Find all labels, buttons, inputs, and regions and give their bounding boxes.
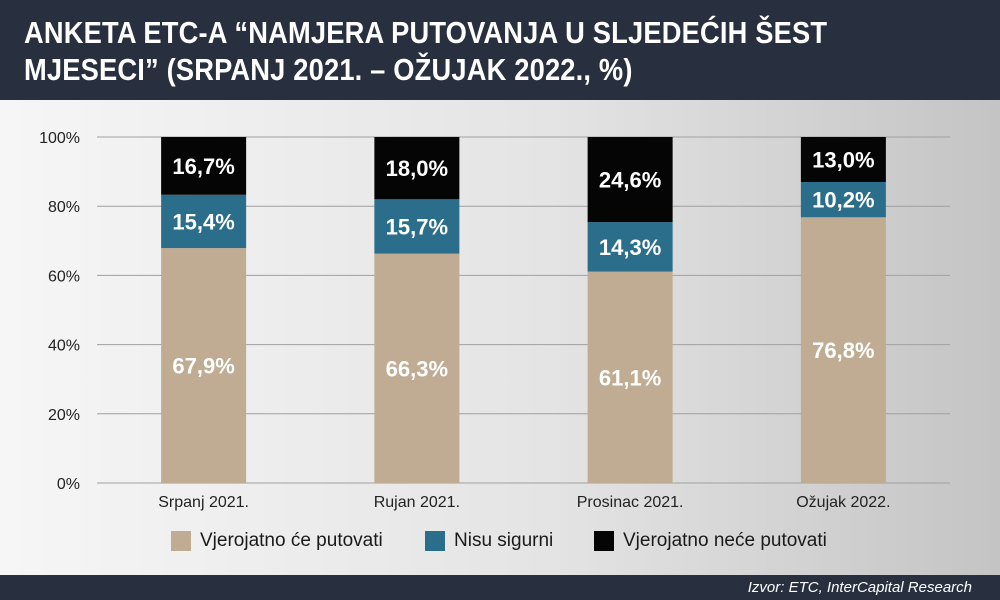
bar-segment — [587, 271, 673, 483]
x-tick-label: Srpanj 2021. — [158, 494, 249, 511]
legend-item: Vjerojatno će putovati — [171, 530, 383, 552]
header-bar: ANKETA ETC-A “NAMJERA PUTOVANJA U SLJEDE… — [0, 0, 1000, 100]
legend-label: Vjerojatno neće putovati — [623, 530, 827, 551]
data-label: 13,0% — [812, 147, 874, 172]
chart-panel: 0% 20% 40% 60% 80% 100% 67,9% 15,4% 16,7% Srpanj … — [0, 100, 1000, 575]
bar-segment — [800, 181, 886, 218]
x-tick-label: Prosinac 2021. — [577, 494, 684, 511]
legend-item: Nisu sigurni — [425, 530, 553, 552]
data-label: 24,6% — [599, 168, 661, 193]
bar-segment — [374, 199, 460, 254]
legend: Vjerojatno će putovati Nisu sigurni Vjeroj… — [0, 530, 1000, 560]
bar-segment — [374, 253, 460, 483]
source-note: Izvor: ETC, InterCapital Research — [747, 579, 972, 596]
bar-segment — [800, 137, 886, 182]
data-label: 18,0% — [386, 156, 448, 181]
bar-segment — [587, 137, 673, 223]
data-label: 14,3% — [599, 235, 661, 260]
chart-title: ANKETA ETC-A “NAMJERA PUTOVANJA U SLJEDE… — [24, 15, 828, 87]
legend-swatch — [594, 531, 614, 551]
stacked-bar-chart: 0% 20% 40% 60% 80% 100% 67,9% 15,4% 16,7% Srpanj … — [39, 130, 950, 511]
y-tick-label: 80% — [48, 199, 80, 216]
data-label: 67,9% — [172, 354, 234, 379]
bar-segment — [800, 217, 886, 483]
data-label: 76,8% — [812, 338, 874, 363]
y-tick-label: 60% — [48, 268, 80, 285]
legend-item: Vjerojatno neće putovati — [594, 530, 827, 552]
legend-swatch — [425, 531, 445, 551]
data-label: 15,7% — [386, 214, 448, 239]
bar-segment — [161, 137, 247, 195]
bar-segment — [161, 248, 247, 483]
bar-segment — [374, 137, 460, 200]
legend-label: Nisu sigurni — [454, 530, 554, 551]
y-tick-label: 100% — [39, 130, 80, 147]
y-tick-label: 0% — [57, 476, 80, 493]
legend-label: Vjerojatno će putovati — [200, 530, 383, 551]
y-tick-label: 40% — [48, 338, 80, 355]
data-label: 61,1% — [599, 365, 661, 390]
data-label: 15,4% — [172, 209, 234, 234]
y-tick-label: 20% — [48, 407, 80, 424]
legend-swatch — [171, 531, 191, 551]
data-label: 16,7% — [172, 154, 234, 179]
bar-segment — [587, 222, 673, 272]
data-label: 66,3% — [386, 356, 448, 381]
bar-segment — [161, 194, 247, 249]
footer-bar: Izvor: ETC, InterCapital Research — [0, 575, 1000, 600]
x-tick-label: Rujan 2021. — [374, 494, 460, 511]
data-label: 10,2% — [812, 188, 874, 213]
x-tick-label: Ožujak 2022. — [796, 494, 890, 511]
